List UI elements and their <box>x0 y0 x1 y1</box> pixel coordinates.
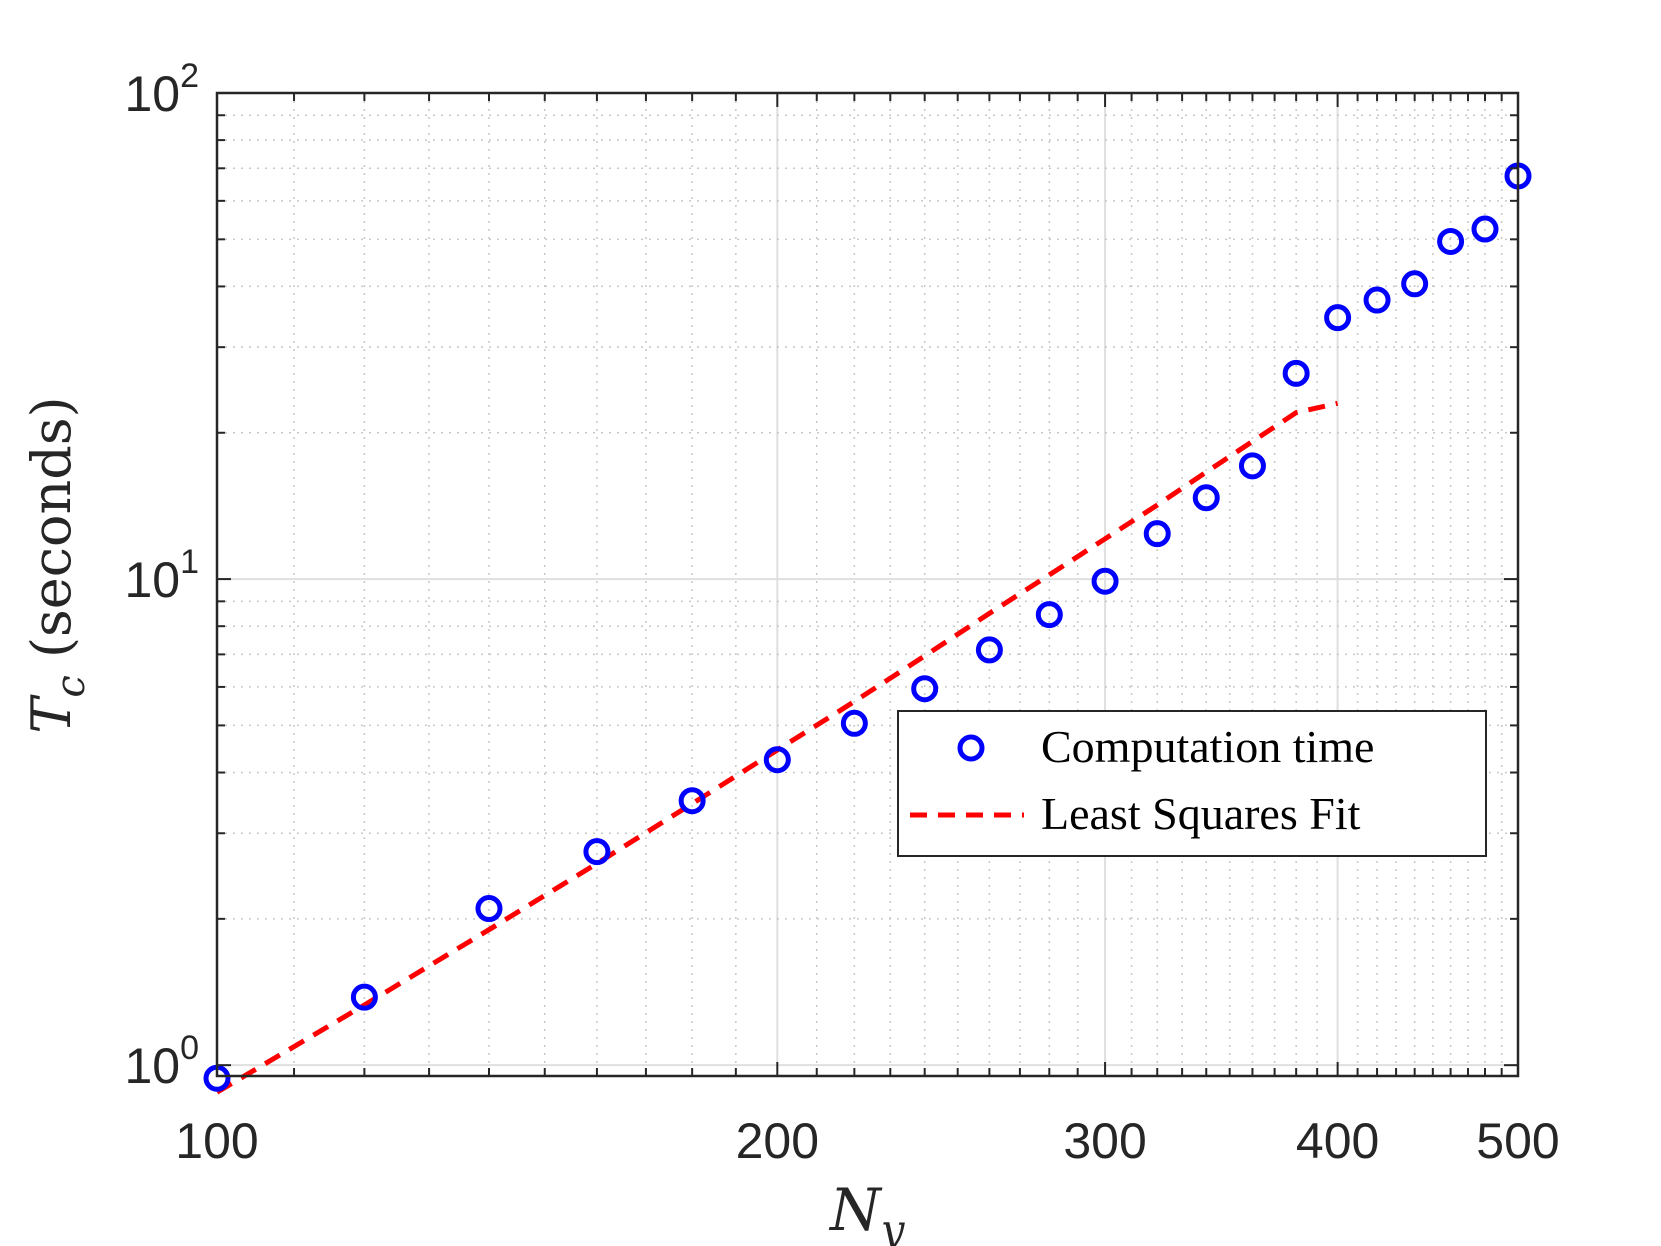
x-tick-label: 200 <box>736 1113 819 1169</box>
y-tick-label-exponent: 1 <box>180 543 199 581</box>
y-axis-label: Tc (seconds) <box>20 396 94 733</box>
y-tick-label-base: 10 <box>124 552 180 608</box>
y-tick-label-base: 10 <box>124 66 180 122</box>
data-point <box>1471 215 1499 243</box>
legend-marker-computation-time <box>957 734 985 762</box>
grid-lines <box>217 93 1518 1076</box>
x-tick-label: 500 <box>1476 1113 1559 1169</box>
x-axis-label: Ny <box>828 1176 906 1246</box>
data-point <box>911 675 939 703</box>
y-axis-label-units: (seconds) <box>20 396 83 675</box>
x-axis-label-main: N <box>828 1176 883 1244</box>
data-point <box>1192 484 1220 512</box>
plot-background <box>217 93 1518 1076</box>
y-tick-label-exponent: 0 <box>180 1029 199 1067</box>
x-tick-label: 300 <box>1063 1113 1146 1169</box>
data-point <box>678 787 706 815</box>
plot-frame <box>215 91 1520 1078</box>
legend: Computation time Least Squares Fit <box>897 710 1487 857</box>
x-tick-label: 100 <box>175 1113 258 1169</box>
x-tick-labels: 100 200 300 400 500 <box>175 1113 1559 1169</box>
y-axis-label-subscript: c <box>48 675 94 697</box>
data-point <box>475 895 503 923</box>
y-tick-label-base: 10 <box>124 1038 180 1094</box>
data-point <box>1091 567 1119 595</box>
data-point <box>763 746 791 774</box>
data-point <box>350 983 378 1011</box>
axis-ticks <box>216 93 1519 1076</box>
y-tick-label: 101 <box>124 543 199 608</box>
fit-line <box>215 400 1339 1095</box>
data-point <box>1238 452 1266 480</box>
data-point <box>975 636 1003 664</box>
y-tick-label: 100 <box>124 1029 199 1094</box>
legend-label-computation-time: Computation time <box>1041 721 1374 772</box>
x-axis-label-subscript: y <box>879 1205 906 1246</box>
data-point <box>1401 270 1429 298</box>
y-tick-label-exponent: 2 <box>180 57 199 95</box>
data-point <box>840 709 868 737</box>
data-point <box>583 838 611 866</box>
data-point <box>1143 520 1171 548</box>
fit-line-layer <box>215 400 1339 1095</box>
x-tick-label: 400 <box>1296 1113 1379 1169</box>
y-axis-label-main: T <box>20 694 83 734</box>
legend-label-least-squares-fit: Least Squares Fit <box>1041 788 1361 839</box>
data-point <box>1035 601 1063 629</box>
data-point <box>1363 286 1391 314</box>
legend-box <box>897 710 1487 857</box>
data-point <box>1324 304 1352 332</box>
data-point <box>1282 359 1310 387</box>
data-point <box>1437 227 1465 255</box>
y-tick-label: 102 <box>124 57 199 122</box>
